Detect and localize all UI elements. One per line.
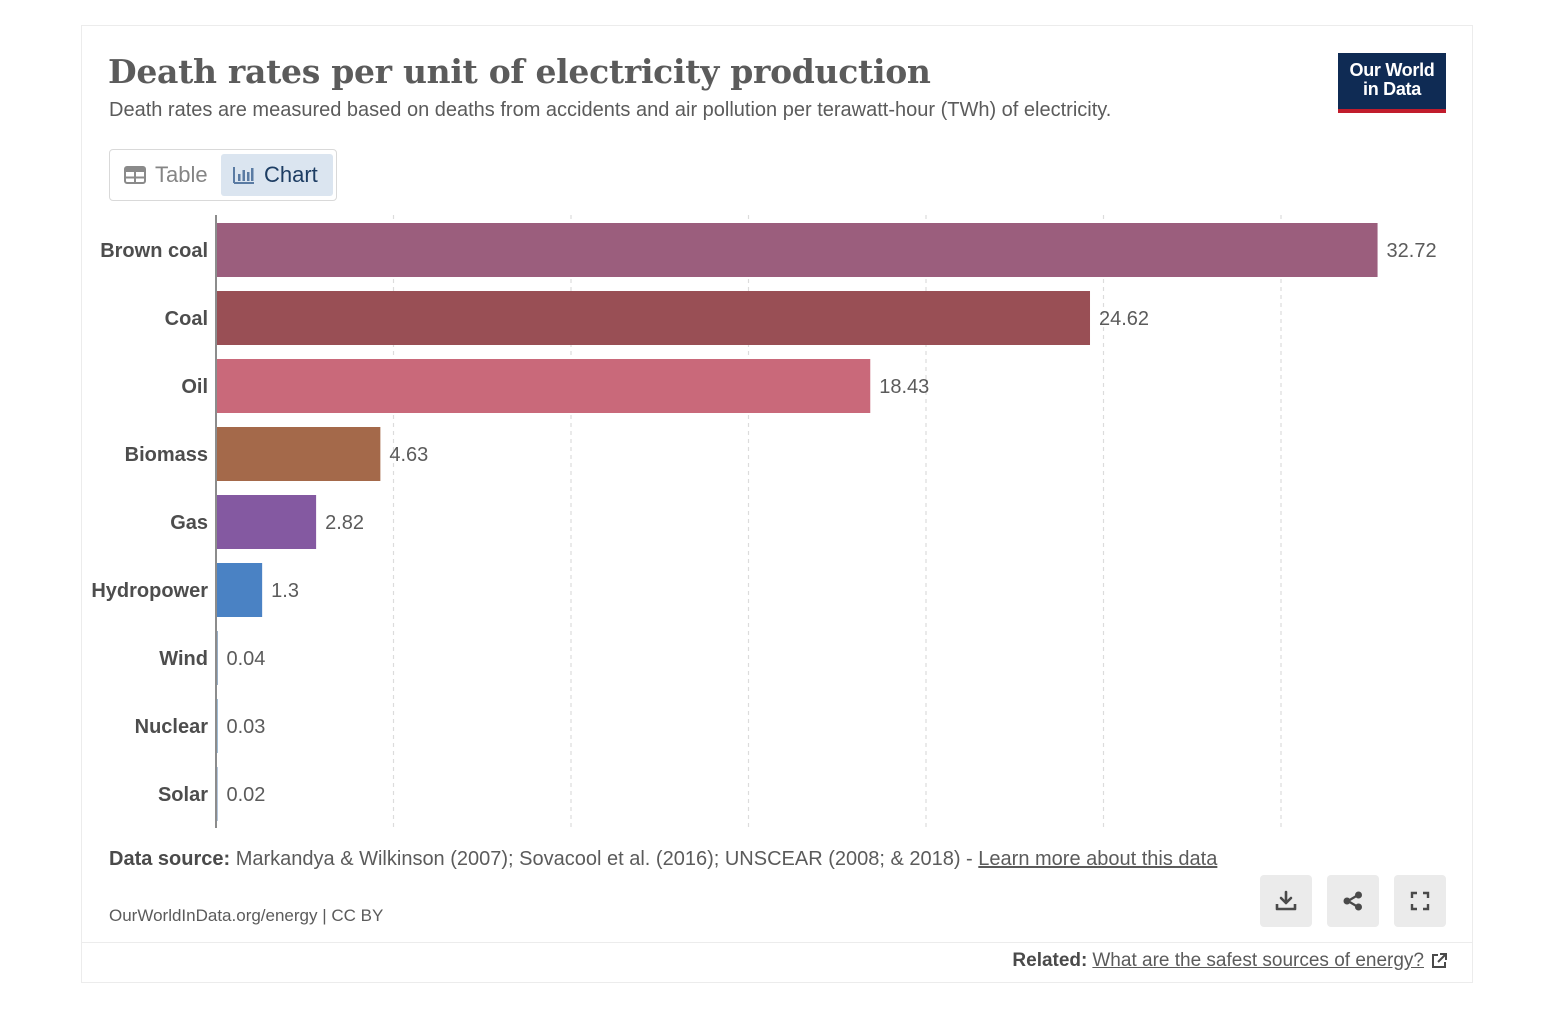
share-button[interactable] <box>1327 875 1379 927</box>
source-url: OurWorldInData.org/energy | CC BY <box>109 906 384 925</box>
learn-more-link[interactable]: Learn more about this data <box>978 848 1218 870</box>
value-label-oil: 18.43 <box>879 376 929 398</box>
chart-subtitle: Death rates are measured based on deaths… <box>109 99 1112 121</box>
related-link[interactable]: What are the safest sources of energy? <box>1092 950 1424 971</box>
value-label-gas: 2.82 <box>325 512 364 534</box>
category-label-hydropower: Hydropower <box>91 580 208 602</box>
value-label-coal: 24.62 <box>1099 308 1149 330</box>
bar-biomass[interactable] <box>216 427 381 481</box>
owid-logo[interactable]: Our World in Data <box>1338 53 1446 113</box>
external-link-icon[interactable] <box>1430 952 1448 970</box>
category-label-wind: Wind <box>159 648 208 670</box>
category-label-solar: Solar <box>158 784 208 806</box>
chart-title: Death rates per unit of electricity prod… <box>108 52 931 91</box>
bar-chart-icon <box>233 167 254 184</box>
bar-oil[interactable] <box>216 359 871 413</box>
fullscreen-icon <box>1410 891 1430 911</box>
value-label-wind: 0.04 <box>227 648 266 670</box>
related-label: Related: <box>1012 950 1088 971</box>
chart-frame <box>81 25 1473 983</box>
bar-brown-coal[interactable] <box>216 223 1378 277</box>
tab-table[interactable]: Table <box>114 154 222 196</box>
related-article: Related: What are the safest sources of … <box>1012 950 1448 972</box>
tab-table-label: Table <box>155 162 208 187</box>
value-label-nuclear: 0.03 <box>227 716 266 738</box>
category-label-brown-coal: Brown coal <box>100 240 208 262</box>
data-source: Data source: Markandya & Wilkinson (2007… <box>109 846 1249 872</box>
view-tabs: Table Chart <box>109 149 337 201</box>
share-icon <box>1343 891 1362 911</box>
footer-divider <box>82 942 1472 943</box>
category-label-biomass: Biomass <box>125 444 208 466</box>
tab-chart[interactable]: Chart <box>221 154 333 196</box>
bar-coal[interactable] <box>216 291 1091 345</box>
logo-line-1: Our World <box>1349 60 1435 80</box>
category-label-gas: Gas <box>170 512 208 534</box>
data-source-label: Data source: <box>109 848 231 870</box>
value-label-hydropower: 1.3 <box>271 580 299 602</box>
logo-line-2: in Data <box>1363 79 1421 99</box>
tab-chart-label: Chart <box>264 162 318 187</box>
bar-gas[interactable] <box>216 495 317 549</box>
download-icon <box>1275 890 1297 911</box>
fullscreen-button[interactable] <box>1394 875 1446 927</box>
category-label-coal: Coal <box>165 308 208 330</box>
bar-hydropower[interactable] <box>216 563 263 617</box>
value-label-brown-coal: 32.72 <box>1387 240 1437 262</box>
category-label-oil: Oil <box>181 376 208 398</box>
value-label-solar: 0.02 <box>227 784 266 806</box>
value-label-biomass: 4.63 <box>389 444 428 466</box>
table-icon <box>124 166 146 184</box>
data-source-text: Markandya & Wilkinson (2007); Sovacool e… <box>235 848 973 870</box>
category-label-nuclear: Nuclear <box>135 716 209 738</box>
download-button[interactable] <box>1260 875 1312 927</box>
